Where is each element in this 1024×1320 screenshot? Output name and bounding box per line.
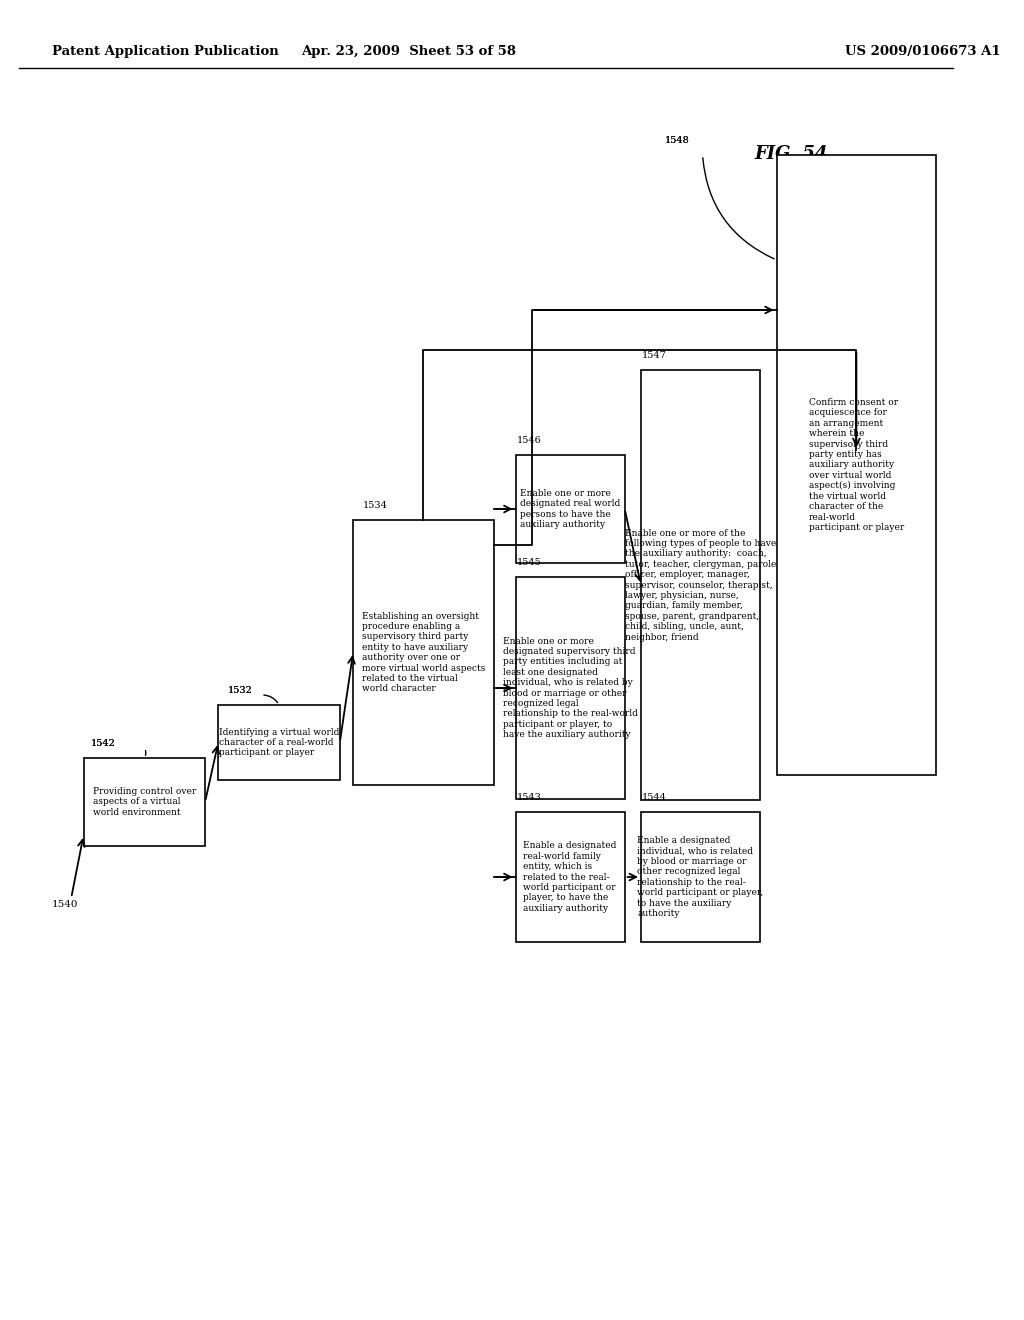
Text: Patent Application Publication: Patent Application Publication bbox=[52, 45, 279, 58]
Bar bbox=[515, 455, 625, 564]
Text: 1544: 1544 bbox=[642, 793, 667, 803]
Text: Providing control over
aspects of a virtual
world environment: Providing control over aspects of a virt… bbox=[93, 787, 196, 817]
Text: 1542: 1542 bbox=[91, 739, 116, 748]
Text: 1543: 1543 bbox=[516, 793, 542, 803]
Bar bbox=[84, 758, 205, 846]
Text: 1548: 1548 bbox=[665, 136, 689, 145]
Text: Confirm consent or
acquiescence for
an arrangement
wherein the
supervisory third: Confirm consent or acquiescence for an a… bbox=[809, 399, 904, 532]
Text: Enable one or more of the
following types of people to have
the auxiliary author: Enable one or more of the following type… bbox=[625, 528, 776, 642]
Text: 1532: 1532 bbox=[228, 686, 253, 696]
Text: 1548: 1548 bbox=[665, 136, 689, 145]
Text: Establishing an oversight
procedure enabling a
supervisory third party
entity to: Establishing an oversight procedure enab… bbox=[361, 611, 485, 693]
Text: Enable one or more
designated real world
persons to have the
auxiliary authority: Enable one or more designated real world… bbox=[520, 488, 621, 529]
Text: FIG. 54: FIG. 54 bbox=[755, 145, 828, 162]
Text: Enable a designated
individual, who is related
by blood or marriage or
other rec: Enable a designated individual, who is r… bbox=[637, 836, 763, 917]
Bar bbox=[776, 154, 936, 775]
Text: 1532: 1532 bbox=[228, 686, 253, 696]
Bar bbox=[515, 577, 625, 799]
Bar bbox=[218, 705, 340, 780]
Bar bbox=[641, 812, 760, 942]
Text: 1546: 1546 bbox=[516, 436, 542, 445]
Text: Enable one or more
designated supervisory third
party entities including at
leas: Enable one or more designated supervisor… bbox=[503, 636, 638, 739]
Bar bbox=[641, 370, 760, 800]
Text: 1547: 1547 bbox=[642, 351, 667, 360]
Text: 1534: 1534 bbox=[362, 502, 387, 510]
Text: Apr. 23, 2009  Sheet 53 of 58: Apr. 23, 2009 Sheet 53 of 58 bbox=[301, 45, 516, 58]
Text: Enable a designated
real-world family
entity, which is
related to the real-
worl: Enable a designated real-world family en… bbox=[523, 841, 616, 912]
Text: 1540: 1540 bbox=[52, 900, 79, 909]
Text: Identifying a virtual world
character of a real-world
participant or player: Identifying a virtual world character of… bbox=[219, 727, 339, 758]
Text: US 2009/0106673 A1: US 2009/0106673 A1 bbox=[845, 45, 1000, 58]
Text: 1545: 1545 bbox=[516, 558, 542, 568]
Bar bbox=[353, 520, 494, 785]
Bar bbox=[515, 812, 625, 942]
Text: 1542: 1542 bbox=[91, 739, 116, 748]
